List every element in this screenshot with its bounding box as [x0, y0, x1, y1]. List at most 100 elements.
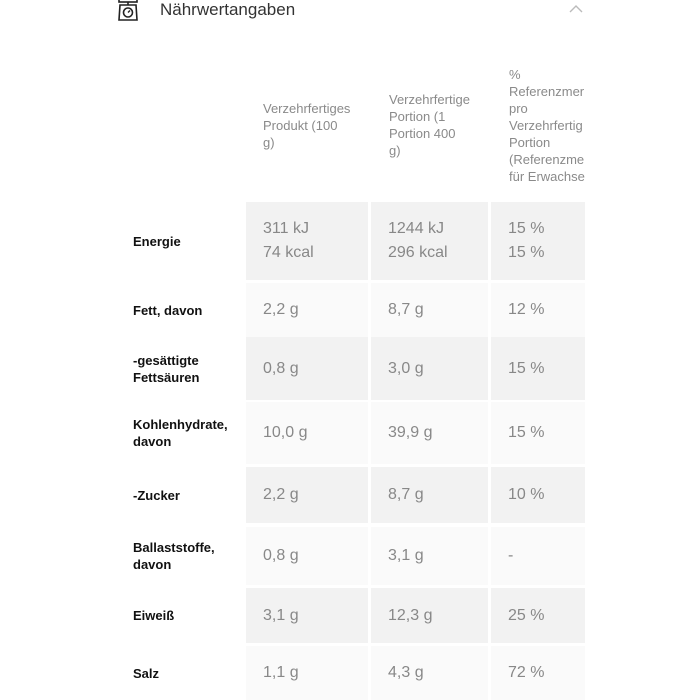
- value-line: 0,8 g: [263, 547, 299, 564]
- row-label-line: Energie: [133, 233, 181, 249]
- value-line: 296 kcal: [388, 244, 448, 261]
- column-header-line: Portion 400: [389, 126, 456, 141]
- value-line: 10,0 g: [263, 424, 308, 441]
- table-row: -gesättigte Fettsäuren 0,8 g 3,0 g 15 %: [112, 337, 585, 400]
- value-line: 311 kJ: [263, 220, 309, 237]
- chevron-up-icon[interactable]: [569, 4, 583, 14]
- row-label-line: -gesättigte: [133, 352, 199, 368]
- value-cell: 39,9 g: [371, 402, 488, 464]
- value-line: 8,7 g: [388, 486, 424, 503]
- row-label: Salz: [133, 665, 159, 682]
- column-header: Verzehrfertiges Produkt (100 g): [263, 100, 350, 151]
- value-cell: 1244 kJ 296 kcal: [371, 202, 488, 280]
- column-header-line: (Referenzme: [509, 152, 585, 167]
- value-line: -: [508, 547, 514, 564]
- value-cell: 12,3 g: [371, 588, 488, 643]
- table-row: Eiweiß 3,1 g 12,3 g 25 %: [112, 588, 585, 643]
- value-line: 1244 kJ: [388, 220, 445, 237]
- value-line: 10 %: [508, 486, 545, 503]
- value-cell: 0,8 g: [246, 527, 368, 585]
- column-header-line: Verzehrfertig: [509, 118, 583, 133]
- value-line: 12 %: [508, 301, 545, 318]
- row-label-line: Fettsäuren: [133, 369, 200, 385]
- value-line: 8,7 g: [388, 301, 424, 318]
- table-row: Kohlenhydrate, davon 10,0 g 39,9 g 15 %: [112, 402, 585, 464]
- value-line: 0,8 g: [263, 359, 299, 377]
- value-line: 15 %: [508, 424, 545, 441]
- table-row: Ballaststoffe, davon 0,8 g 3,1 g -: [112, 527, 585, 585]
- value-cell: 4,3 g: [371, 646, 488, 700]
- row-label-line: Eiweiß: [133, 608, 175, 623]
- table-row: Salz 1,1 g 4,3 g 72 %: [112, 646, 585, 700]
- value-line: 15 %: [508, 244, 545, 261]
- row-label-line: davon: [133, 557, 172, 572]
- value-cell: 2,2 g: [246, 283, 368, 337]
- row-label: Energie: [133, 233, 181, 250]
- value-cell: 10 %: [491, 467, 585, 523]
- column-header-line: g): [263, 135, 275, 150]
- column-header-line: Portion (1: [389, 109, 446, 124]
- value-line: 1,1 g: [263, 664, 299, 681]
- value-cell: 1,1 g: [246, 646, 368, 700]
- column-header-line: %: [509, 67, 521, 82]
- row-label: Ballaststoffe, davon: [133, 539, 215, 573]
- value-line: 3,1 g: [388, 547, 424, 564]
- column-header-line: pro: [509, 101, 528, 116]
- column-header-line: Referenzmer: [509, 84, 585, 99]
- column-header-line: Verzehrfertiges: [263, 101, 351, 116]
- table-row: Energie 311 kJ 74 kcal 1244 kJ 296 kcal 15 % 1…: [112, 202, 585, 280]
- row-label-line: davon: [133, 434, 172, 449]
- nutrition-panel: Nährwertangaben Verzehrfertiges Produkt (…: [112, 0, 585, 700]
- row-label-line: Fett, davon: [133, 302, 203, 318]
- table-row: Fett, davon 2,2 g 8,7 g 12 %: [112, 283, 585, 337]
- row-label: -gesättigte Fettsäuren: [133, 352, 199, 386]
- value-line: 4,3 g: [388, 664, 424, 681]
- value-cell: 10,0 g: [246, 402, 368, 464]
- value-cell: 2,2 g: [246, 467, 368, 523]
- value-cell: 8,7 g: [371, 467, 488, 523]
- value-line: 74 kcal: [263, 244, 314, 261]
- row-label-line: Kohlenhydrate,: [133, 417, 228, 432]
- value-cell: 12 %: [491, 283, 585, 337]
- column-header: Verzehrfertige Portion (1 Portion 400 g): [389, 91, 470, 159]
- value-line: 12,3 g: [388, 606, 433, 624]
- value-line: 72 %: [508, 664, 545, 681]
- row-label: Eiweiß: [133, 607, 174, 624]
- value-cell: 311 kJ 74 kcal: [246, 202, 368, 280]
- value-cell: 15 %: [491, 337, 585, 400]
- value-line: 3,1 g: [263, 606, 299, 624]
- row-label-line: Salz: [133, 665, 160, 681]
- column-header-line: g): [389, 143, 401, 158]
- value-cell: 15 % 15 %: [491, 202, 585, 280]
- value-line: 25 %: [508, 606, 545, 624]
- value-line: 15 %: [508, 359, 545, 377]
- section-title: Nährwertangaben: [160, 0, 296, 19]
- row-label: -Zucker: [133, 487, 180, 504]
- column-header-line: Verzehrfertige: [389, 92, 470, 107]
- value-line: 2,2 g: [263, 486, 299, 503]
- row-label: Fett, davon: [133, 302, 202, 319]
- value-cell: 3,1 g: [246, 588, 368, 643]
- value-line: 2,2 g: [263, 301, 299, 318]
- column-header: % Referenzmer pro Verzehrfertig Portion (Refe…: [509, 66, 585, 185]
- value-cell: 15 %: [491, 402, 585, 464]
- row-label-line: Ballaststoffe,: [133, 540, 215, 555]
- value-cell: 25 %: [491, 588, 585, 643]
- row-label-line: -Zucker: [133, 487, 180, 503]
- value-line: 39,9 g: [388, 424, 433, 441]
- value-cell: -: [491, 527, 585, 585]
- row-label: Kohlenhydrate, davon: [133, 416, 228, 450]
- value-cell: 3,0 g: [371, 337, 488, 400]
- column-header-line: für Erwachse: [509, 169, 585, 184]
- value-cell: 8,7 g: [371, 283, 488, 337]
- value-line: 3,0 g: [388, 359, 424, 377]
- table-row: -Zucker 2,2 g 8,7 g 10 %: [112, 467, 585, 523]
- column-header-line: Produkt (100: [263, 118, 338, 133]
- kitchen-scale-icon: [118, 0, 138, 21]
- section-header[interactable]: Nährwertangaben: [112, 0, 585, 26]
- value-line: 15 %: [508, 220, 545, 237]
- value-cell: 3,1 g: [371, 527, 488, 585]
- value-cell: 0,8 g: [246, 337, 368, 400]
- value-cell: 72 %: [491, 646, 585, 700]
- column-header-line: Portion: [509, 135, 551, 150]
